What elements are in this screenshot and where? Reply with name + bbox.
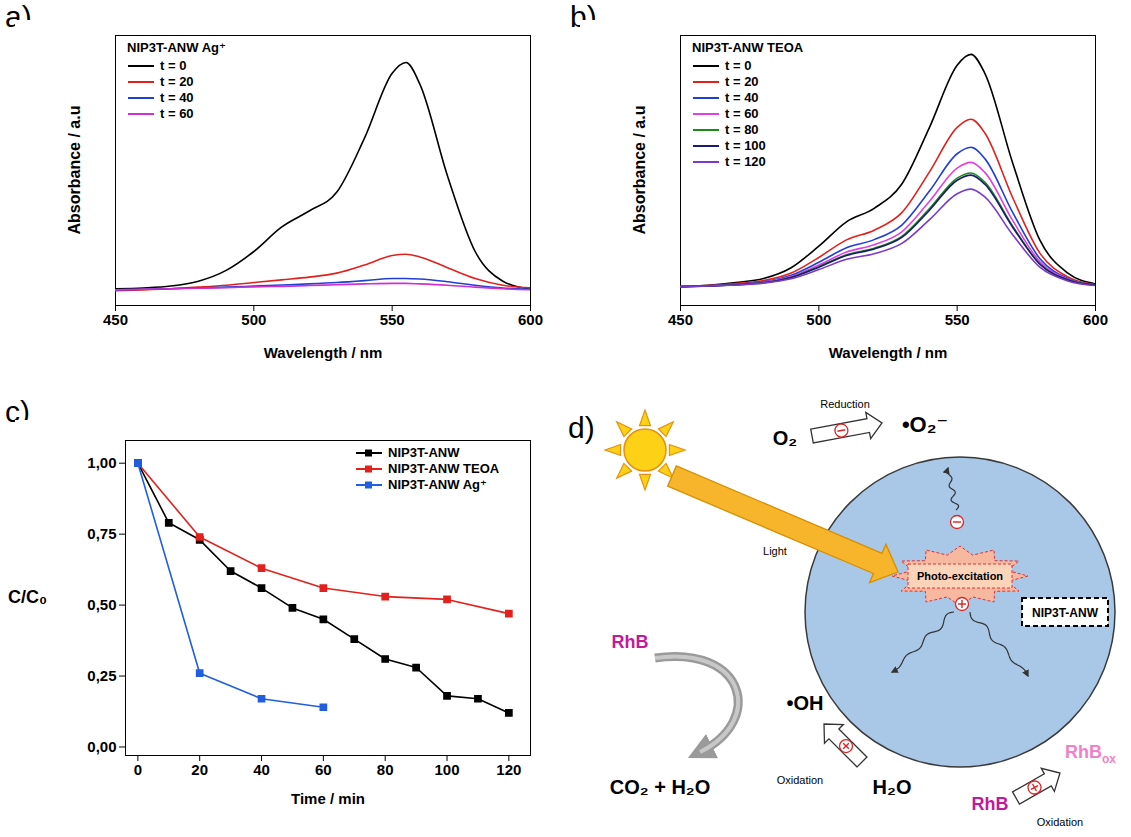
- svg-text:120: 120: [496, 761, 521, 778]
- svg-text:NIP3T-ANW: NIP3T-ANW: [1032, 606, 1099, 620]
- html-text:t = 120: t = 120: [725, 154, 766, 169]
- svg-text:CO₂ + H₂O: CO₂ + H₂O: [610, 776, 711, 798]
- html-text:NIP3T-ANW TEOA: NIP3T-ANW TEOA: [692, 40, 804, 55]
- html-text:NIP3T-ANW: NIP3T-ANW: [388, 445, 460, 460]
- svg-text:500: 500: [806, 311, 831, 328]
- html-text:t = 40: t = 40: [160, 90, 194, 105]
- html-text:b): b): [570, 0, 597, 33]
- svg-text:0,00: 0,00: [87, 738, 116, 755]
- svg-text:Light: Light: [763, 545, 787, 557]
- svg-text:Oxidation: Oxidation: [1037, 816, 1083, 828]
- svg-text:550: 550: [945, 311, 970, 328]
- svg-text:100: 100: [435, 761, 460, 778]
- svg-text:H₂O: H₂O: [873, 776, 912, 798]
- svg-text:Oxidation: Oxidation: [777, 774, 823, 786]
- svg-text:RhBox: RhBox: [1065, 742, 1116, 766]
- svg-text:•OH: •OH: [786, 692, 823, 714]
- svg-text:600: 600: [1083, 311, 1108, 328]
- html-text:t = 20: t = 20: [160, 74, 194, 89]
- html-text:t = 60: t = 60: [160, 106, 194, 121]
- svg-text:RhB: RhB: [972, 794, 1009, 814]
- html-text:t = 100: t = 100: [725, 138, 766, 153]
- svg-text:•O₂⁻: •O₂⁻: [902, 412, 948, 437]
- html-text:t = 0: t = 0: [160, 58, 187, 73]
- svg-text:1,00: 1,00: [87, 454, 116, 471]
- svg-text:0,75: 0,75: [87, 525, 116, 542]
- html-text:c): c): [5, 395, 30, 428]
- html-text:NIP3T-ANW TEOA: NIP3T-ANW TEOA: [388, 461, 500, 476]
- svg-text:Reduction: Reduction: [820, 398, 870, 410]
- html-text:t = 40: t = 40: [725, 90, 759, 105]
- svg-text:40: 40: [253, 761, 270, 778]
- html-text:t = 60: t = 60: [725, 106, 759, 121]
- svg-text:600: 600: [518, 311, 543, 328]
- html-text:t = 0: t = 0: [725, 58, 752, 73]
- svg-text:20: 20: [191, 761, 208, 778]
- html-text:NIP3T-ANW Ag⁺: NIP3T-ANW Ag⁺: [127, 40, 226, 55]
- svg-text:0,25: 0,25: [87, 667, 116, 684]
- svg-text:O₂: O₂: [773, 427, 797, 449]
- svg-text:0,50: 0,50: [87, 596, 116, 613]
- html-text:NIP3T-ANW Ag⁺: NIP3T-ANW Ag⁺: [388, 477, 487, 492]
- svg-text:d): d): [568, 411, 595, 444]
- svg-text:500: 500: [241, 311, 266, 328]
- svg-text:450: 450: [103, 311, 128, 328]
- svg-text:Wavelength / nm: Wavelength / nm: [264, 344, 383, 361]
- html-text:a): a): [5, 0, 32, 33]
- html-text:t = 80: t = 80: [725, 122, 759, 137]
- svg-text:Wavelength / nm: Wavelength / nm: [829, 344, 948, 361]
- html-text:t = 20: t = 20: [725, 74, 759, 89]
- svg-text:0: 0: [134, 761, 142, 778]
- html-text:Absorbance / a.u: Absorbance / a.u: [66, 105, 83, 235]
- svg-text:550: 550: [380, 311, 405, 328]
- html-text:Absorbance / a.u: Absorbance / a.u: [631, 105, 648, 235]
- html-text:C/C₀: C/C₀: [8, 586, 48, 607]
- svg-text:Photo-excitation: Photo-excitation: [917, 570, 1003, 582]
- svg-text:Time / min: Time / min: [291, 790, 365, 807]
- svg-text:RhB: RhB: [612, 632, 649, 652]
- svg-text:80: 80: [377, 761, 394, 778]
- svg-text:450: 450: [668, 311, 693, 328]
- svg-text:60: 60: [315, 761, 332, 778]
